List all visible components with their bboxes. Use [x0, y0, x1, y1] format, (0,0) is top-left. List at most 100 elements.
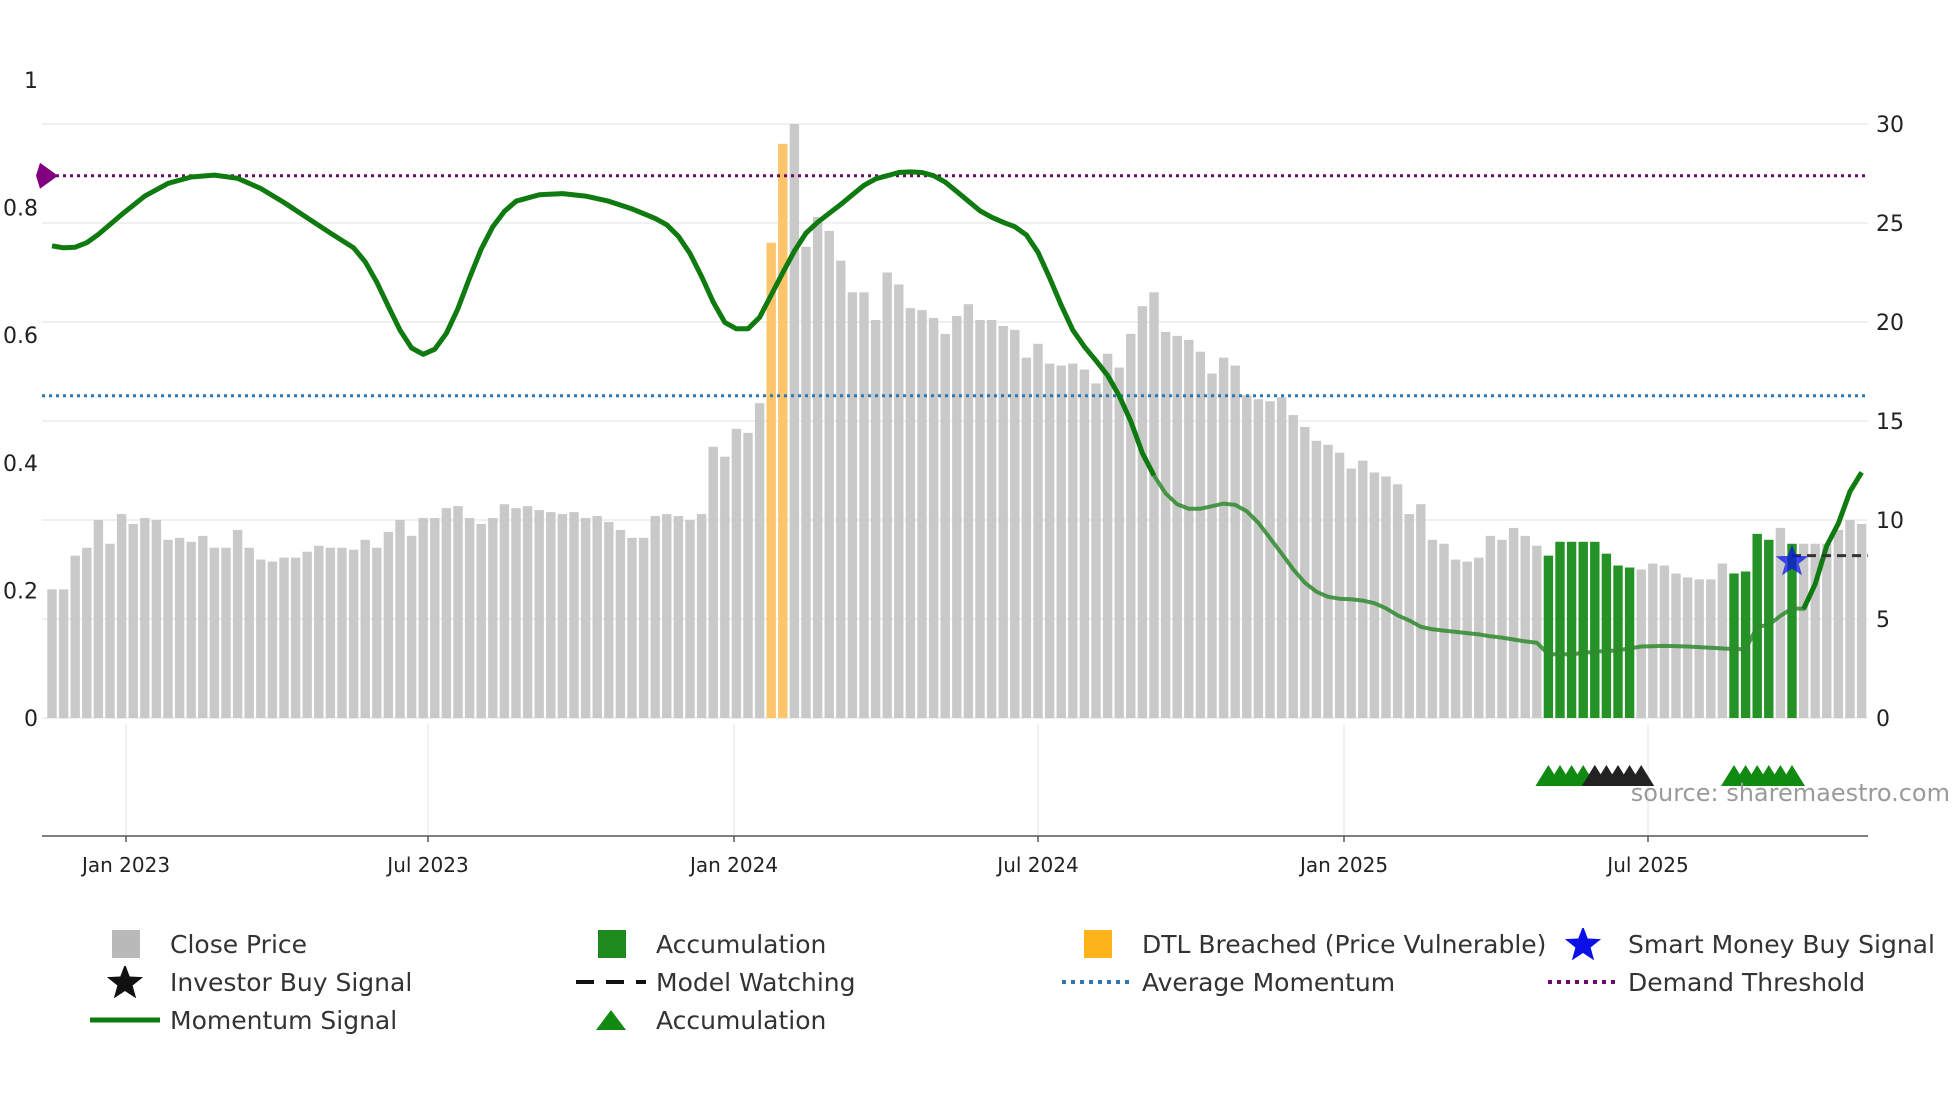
close-price-bar [662, 514, 672, 718]
legend-swatch-dash [576, 966, 646, 998]
accumulation-bar [1729, 573, 1739, 718]
close-price-bar [1079, 369, 1090, 718]
close-price-bar [1323, 444, 1333, 718]
close-price-bar [267, 561, 278, 718]
legend-item: Model Watching [576, 966, 856, 998]
close-price-bar [395, 520, 405, 718]
momentum-signal [51, 169, 1864, 657]
close-price-bar [290, 557, 301, 718]
close-price-bar [1276, 397, 1287, 718]
x-tick-label: Jan 2023 [80, 853, 170, 877]
y-left-tick-label: 0.6 [3, 324, 38, 349]
accumulation-bar [1566, 541, 1577, 718]
close-price-bar [186, 541, 196, 718]
y-right-tick-label: 25 [1876, 212, 1904, 237]
y-left-tick-label: 0.8 [3, 197, 38, 222]
legend-swatch-line [90, 1004, 160, 1036]
close-price-bar [198, 535, 208, 718]
close-price-bar [952, 316, 962, 718]
legend-swatch-triangle [576, 1004, 646, 1036]
close-price-bar [1416, 504, 1426, 718]
close-price-bar [882, 272, 892, 718]
close-price-bar [82, 547, 92, 718]
legend-swatch-square [90, 928, 160, 960]
x-tick-label: Jul 2024 [995, 853, 1078, 877]
close-price-bar [731, 428, 742, 718]
close-price-bar [128, 523, 138, 718]
close-price-bar [1300, 426, 1310, 718]
accumulation-bar [1543, 555, 1554, 718]
close-price-bar [1369, 472, 1380, 718]
legend-label: Smart Money Buy Signal [1628, 929, 1935, 959]
close-price-bar [1532, 545, 1542, 718]
close-price-bar [743, 432, 753, 718]
close-price-bar [1404, 514, 1414, 718]
close-price-bar [1659, 565, 1670, 718]
close-price-bar [546, 512, 556, 718]
close-price-bar [116, 514, 127, 718]
close-price-bar [1508, 527, 1519, 718]
y-right-tick-label: 20 [1876, 311, 1904, 336]
dtl-breached-bar [766, 242, 776, 719]
accumulation-bar [1555, 541, 1565, 718]
smart-money-buy-star [1775, 544, 1809, 576]
accumulation-bar [1787, 543, 1797, 718]
y-right-tick-label: 15 [1876, 410, 1904, 435]
legend-swatch-star [1548, 928, 1618, 960]
close-price-bar [1474, 557, 1484, 718]
y-left-tick-label: 1 [24, 69, 38, 94]
accumulation-marker [1779, 765, 1805, 786]
close-price-bar [1021, 357, 1032, 718]
close-price-bar [592, 516, 602, 718]
close-price-bar [1126, 333, 1136, 718]
close-price-bar [1056, 365, 1066, 718]
legend-label: Accumulation [656, 929, 827, 959]
close-price-bar [1381, 476, 1391, 718]
close-price-bar [70, 555, 80, 718]
close-price-bar [279, 557, 289, 718]
close-price-bar [1207, 373, 1217, 718]
close-price-bar [836, 260, 846, 718]
close-price-bar [1184, 339, 1194, 718]
accumulation-bar [1590, 541, 1600, 718]
momentum-line-late [1152, 471, 1864, 657]
legend-item: Accumulation [576, 928, 826, 960]
close-price-bar [1114, 367, 1124, 718]
close-price-bar [1462, 561, 1472, 718]
close-price-bar [1137, 306, 1148, 718]
close-price-bar [1242, 395, 1252, 718]
close-price-bar [638, 537, 649, 718]
close-price-bar [1798, 543, 1809, 718]
close-price-bar [511, 508, 521, 718]
axes: Jan 2023 Jul 2023 Jan 2024 Jul 2024 Jan 2025… [3, 69, 1904, 877]
y-left-tick-label: 0.4 [3, 452, 38, 477]
accumulation-bar [1578, 541, 1588, 718]
close-price-bar [325, 547, 336, 718]
close-price-bar [963, 304, 974, 718]
close-price-bar [1102, 353, 1113, 718]
close-price-bar [372, 547, 382, 718]
close-price-bar [534, 510, 544, 718]
legend-label: Demand Threshold [1628, 967, 1866, 997]
close-price-bar [917, 310, 927, 718]
close-price-bar [1648, 563, 1658, 718]
close-price-bar [604, 521, 614, 718]
reference-lines [36, 162, 1868, 398]
legend-item: DTL Breached (Price Vulnerable) [1062, 928, 1546, 960]
y-left-tick-label: 0.2 [3, 579, 38, 604]
close-price-bar [1520, 535, 1530, 718]
close-price-bar [1218, 357, 1229, 718]
close-price-bar [302, 551, 312, 718]
close-price-bar [789, 124, 800, 718]
y-left-tick-label: 0 [24, 707, 38, 732]
close-price-bar [1822, 543, 1832, 718]
close-price-bar [986, 320, 997, 718]
legend-item: Smart Money Buy Signal [1548, 928, 1935, 960]
accumulation-bar [1764, 539, 1774, 718]
legend-swatch-square [1062, 928, 1132, 960]
close-price-bar [1450, 559, 1461, 718]
close-price-bar [894, 284, 904, 718]
close-price-bar [928, 318, 939, 718]
legend-label: DTL Breached (Price Vulnerable) [1142, 929, 1547, 959]
